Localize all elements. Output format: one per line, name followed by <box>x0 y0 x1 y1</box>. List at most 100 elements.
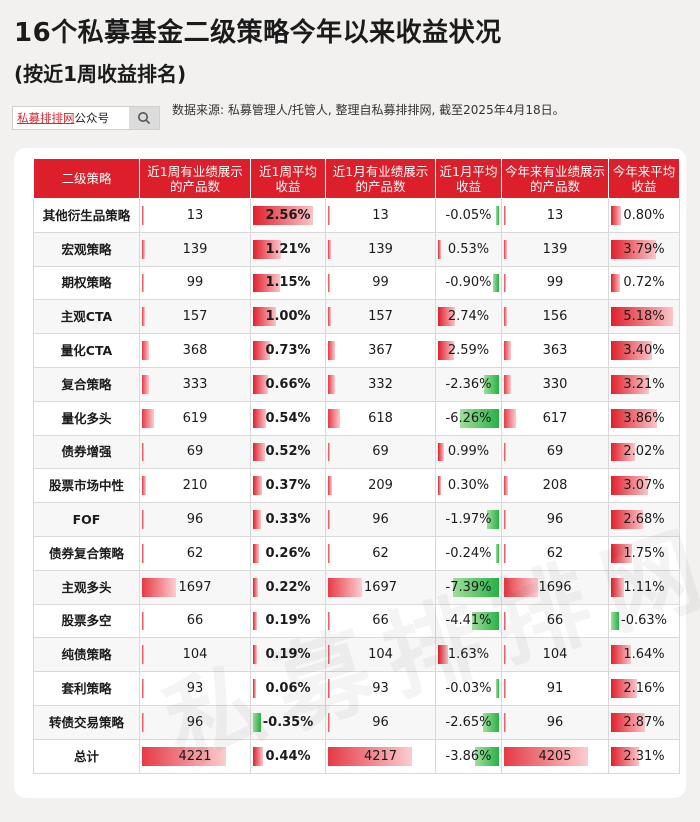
strategy-name-cell: 量化多头 <box>33 400 140 436</box>
average-return-cell: 0.19% <box>250 637 326 673</box>
count-bar <box>504 206 506 225</box>
average-return-value: -2.36% <box>445 376 492 392</box>
average-return-cell: 0.33% <box>250 502 326 537</box>
product-count-value: 13 <box>546 207 564 223</box>
product-count-value: 66 <box>372 613 389 629</box>
average-return-cell: 1.63% <box>435 637 502 673</box>
count-bar <box>504 239 507 259</box>
product-count-cell: 210 <box>139 468 251 504</box>
average-return-value: 0.44% <box>265 748 311 764</box>
product-count-value: 93 <box>186 681 204 697</box>
average-return-cell: 0.19% <box>250 603 326 639</box>
product-count-cell: 13 <box>501 198 609 233</box>
column-header: 近1周平均收益 <box>250 158 326 199</box>
average-return-value: 0.52% <box>265 444 311 460</box>
search-box[interactable]: 私募排排网公众号 <box>12 106 160 130</box>
count-bar <box>328 239 331 259</box>
positive-return-bar <box>253 341 271 360</box>
average-return-cell: 0.37% <box>250 468 326 504</box>
product-count-value: 96 <box>372 714 389 730</box>
product-count-value: 99 <box>186 275 204 291</box>
average-return-cell: 0.44% <box>250 738 326 774</box>
count-bar <box>504 746 588 766</box>
table-row: 总计 4221 0.44% 4217 -3.86% 4205 2.31% <box>33 738 680 774</box>
positive-return-bar <box>611 510 644 529</box>
average-return-cell: -0.05% <box>435 198 502 233</box>
strategy-name-cell: 纯债策略 <box>33 637 140 673</box>
count-bar <box>142 543 144 563</box>
positive-return-bar <box>253 307 277 327</box>
product-count-cell: 139 <box>139 231 251 267</box>
strategy-name-cell: 股票多空 <box>33 603 140 639</box>
search-box-text: 私募排排网公众号 <box>13 107 129 129</box>
column-header: 今年来平均收益 <box>608 158 680 199</box>
average-return-value: 2.74% <box>447 309 490 325</box>
product-count-cell: 4205 <box>501 738 609 774</box>
average-return-value: -7.39% <box>445 579 492 595</box>
average-return-cell: 5.18% <box>608 299 680 335</box>
average-return-cell: 2.59% <box>435 333 502 368</box>
product-count-value: 13 <box>186 207 204 223</box>
average-return-value: 2.02% <box>623 444 665 460</box>
average-return-cell: 0.73% <box>250 333 326 368</box>
count-bar <box>504 476 509 496</box>
average-return-cell: 2.56% <box>250 198 326 233</box>
product-count-cell: 96 <box>501 502 609 537</box>
product-count-value: 139 <box>542 241 568 257</box>
product-count-cell: 96 <box>139 502 251 537</box>
page-subtitle: (按近1周收益排名) <box>14 62 187 86</box>
product-count-cell: 333 <box>139 366 251 402</box>
product-count-cell: 96 <box>325 704 436 740</box>
column-header: 今年来有业绩展示的产品数 <box>501 158 609 199</box>
source-note: 数据来源: 私募管理人/托管人, 整理自私募排排网, 截至2025年4月18日。 <box>172 103 565 117</box>
product-count-value: 104 <box>182 647 208 663</box>
strategy-name-cell: FOF <box>33 502 140 537</box>
product-count-cell: 139 <box>325 231 436 267</box>
positive-return-bar <box>253 408 266 428</box>
product-count-value: 62 <box>186 545 204 561</box>
column-header: 二级策略 <box>33 158 140 199</box>
count-bar <box>142 307 146 327</box>
positive-return-bar <box>253 510 261 529</box>
product-count-value: 96 <box>372 512 389 528</box>
product-count-value: 91 <box>546 681 564 697</box>
average-return-cell: 1.15% <box>250 265 326 301</box>
count-bar <box>328 510 330 529</box>
average-return-value: 1.63% <box>447 647 490 663</box>
count-bar <box>328 442 330 462</box>
average-return-cell: 1.64% <box>608 637 680 673</box>
table-row: 纯债策略 104 0.19% 104 1.63% 104 1.64% <box>33 637 680 673</box>
product-count-value: 332 <box>368 376 393 392</box>
count-bar <box>142 712 144 732</box>
average-return-value: 0.19% <box>265 647 311 663</box>
search-button[interactable] <box>129 107 159 129</box>
product-count-cell: 104 <box>501 637 609 673</box>
average-return-cell: 0.26% <box>250 535 326 571</box>
product-count-value: 62 <box>546 545 564 561</box>
product-count-cell: 139 <box>501 231 609 267</box>
average-return-value: -3.86% <box>445 748 492 764</box>
average-return-cell: 0.30% <box>435 468 502 504</box>
product-count-value: 96 <box>546 714 564 730</box>
average-return-cell: 0.72% <box>608 265 680 301</box>
column-header: 近1周有业绩展示的产品数 <box>139 158 251 199</box>
count-bar <box>142 746 226 766</box>
average-return-value: 2.59% <box>447 343 490 359</box>
positive-return-bar <box>611 577 625 597</box>
product-count-cell: 96 <box>501 704 609 740</box>
product-count-cell: 93 <box>139 671 251 706</box>
average-return-value: 3.86% <box>623 410 665 426</box>
product-count-cell: 1696 <box>501 569 609 605</box>
product-count-cell: 96 <box>325 502 436 537</box>
strategy-name-cell: 总计 <box>33 738 140 774</box>
average-return-cell: -0.03% <box>435 671 502 706</box>
product-count-cell: 368 <box>139 333 251 368</box>
average-return-value: 1.64% <box>623 647 665 663</box>
positive-return-bar <box>611 679 637 698</box>
average-return-value: 3.79% <box>623 241 665 257</box>
average-return-cell: 1.21% <box>250 231 326 267</box>
negative-return-bar <box>482 712 499 732</box>
average-return-cell: -3.86% <box>435 738 502 774</box>
average-return-value: -0.35% <box>262 714 314 730</box>
strategy-name-cell: 债券复合策略 <box>33 535 140 571</box>
